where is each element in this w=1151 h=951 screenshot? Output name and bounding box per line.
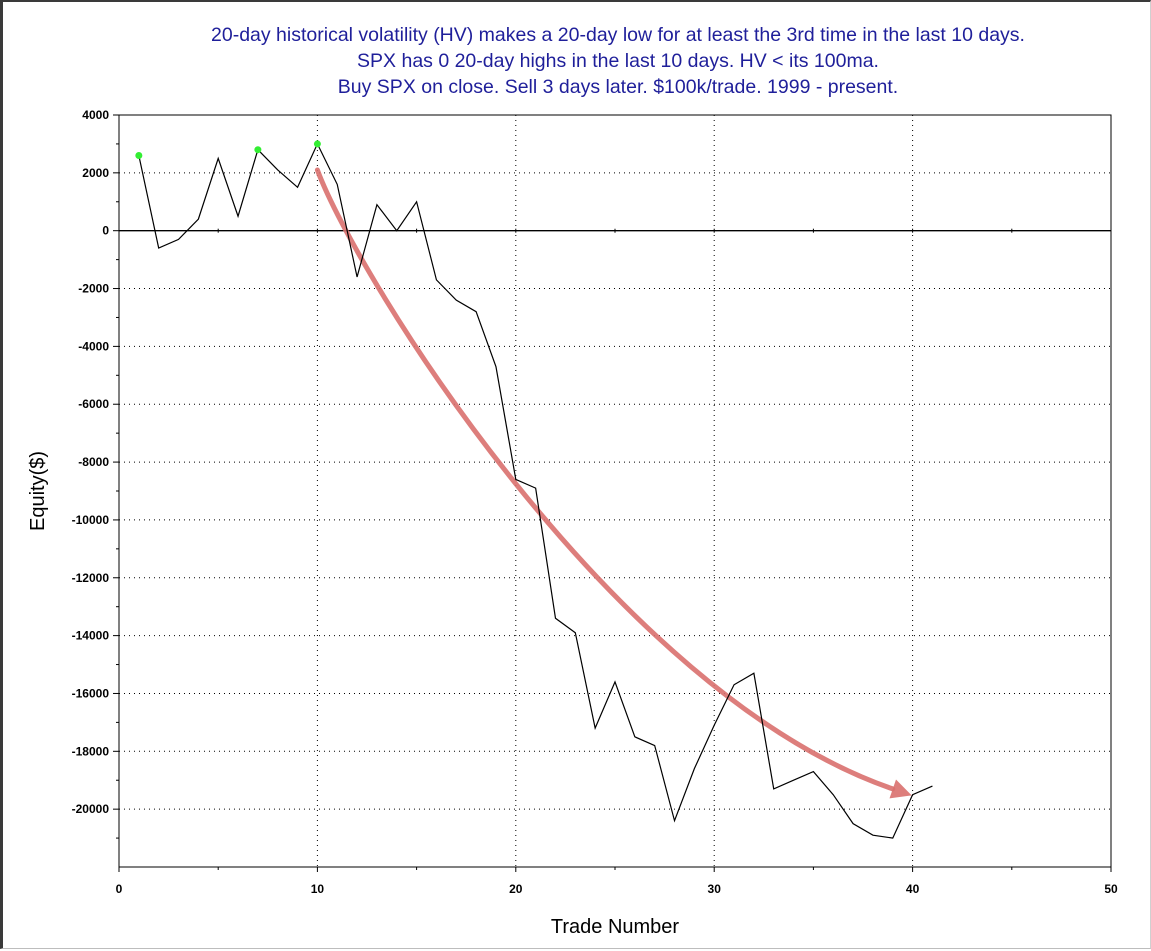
y-axis-title: Equity($): [27, 451, 49, 531]
y-tick-label: -20000: [72, 802, 110, 816]
title-line-3: Buy SPX on close. Sell 3 days later. $10…: [338, 76, 898, 98]
x-tick-label: 50: [1104, 882, 1118, 896]
x-tick-label: 0: [116, 882, 123, 896]
y-tick-label: -6000: [78, 397, 109, 411]
x-axis-title: Trade Number: [551, 916, 680, 938]
grid-lines: [119, 115, 1111, 867]
y-tick-label: 4000: [82, 108, 109, 122]
y-tick-label: -4000: [78, 339, 109, 353]
axis-ticks: [113, 114, 1112, 872]
new-high-markers: [135, 140, 321, 159]
y-tick-label: 2000: [82, 166, 109, 180]
title-line-2: SPX has 0 20-day highs in the last 10 da…: [357, 50, 879, 72]
x-tick-label: 40: [906, 882, 920, 896]
equity-line: [138, 142, 933, 839]
y-tick-label: -14000: [72, 629, 110, 643]
title-line-1: 20-day historical volatility (HV) makes …: [211, 24, 1025, 46]
new-high-marker: [313, 140, 321, 148]
new-high-marker: [135, 151, 143, 159]
x-tick-label: 20: [509, 882, 523, 896]
y-tick-label: -16000: [72, 686, 110, 700]
equity-chart: 20-day historical volatility (HV) makes …: [27, 24, 1118, 938]
y-tick-label: -18000: [72, 744, 110, 758]
chart-title: 20-day historical volatility (HV) makes …: [211, 24, 1025, 98]
y-tick-label: -8000: [78, 455, 109, 469]
plot-area: [118, 114, 1112, 868]
new-high-marker: [254, 146, 262, 154]
tick-labels: 0 10 20 30 40 50 4000 2000 0 -2000 -4000 -6000 -8000…: [72, 108, 1118, 896]
x-tick-label: 10: [311, 882, 325, 896]
y-tick-label: -2000: [78, 282, 109, 296]
y-tick-label: -12000: [72, 571, 110, 585]
x-tick-label: 30: [708, 882, 722, 896]
trend-arrow: [314, 167, 896, 792]
y-tick-label: -10000: [72, 513, 110, 527]
y-tick-label: 0: [102, 224, 109, 238]
trend-arrow-head: [889, 779, 912, 799]
